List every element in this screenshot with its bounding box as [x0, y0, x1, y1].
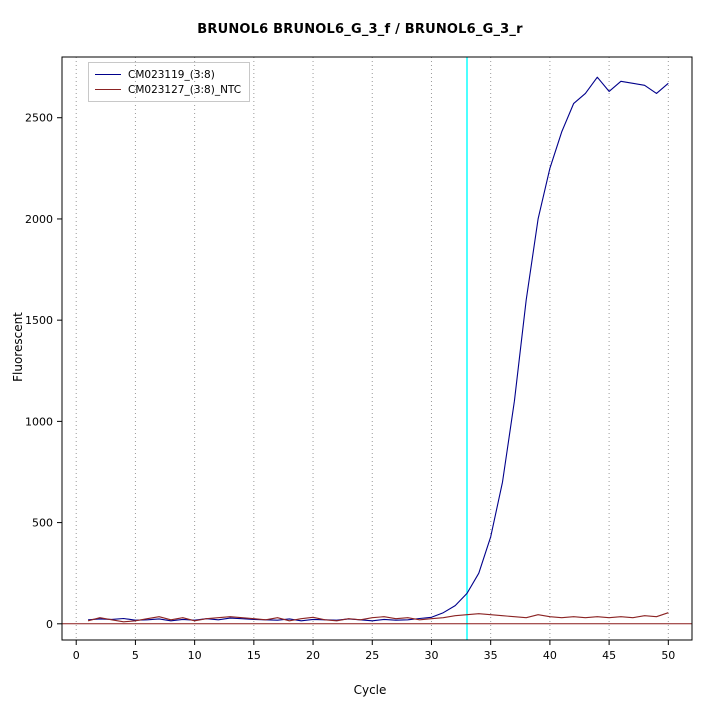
svg-text:2500: 2500: [25, 112, 53, 125]
svg-text:10: 10: [188, 649, 202, 662]
svg-text:15: 15: [247, 649, 261, 662]
svg-text:30: 30: [424, 649, 438, 662]
legend-line-swatch-ntc: [95, 89, 121, 90]
svg-text:50: 50: [661, 649, 675, 662]
svg-text:0: 0: [46, 618, 53, 631]
svg-text:2000: 2000: [25, 213, 53, 226]
x-axis-label: Cycle: [353, 683, 387, 697]
svg-text:5: 5: [132, 649, 139, 662]
svg-text:25: 25: [365, 649, 379, 662]
legend: CM023119_(3:8) CM023127_(3:8)_NTC: [88, 62, 251, 102]
legend-item-ntc: CM023127_(3:8)_NTC: [95, 82, 241, 97]
legend-line-swatch-sample: [95, 74, 121, 75]
svg-text:0: 0: [73, 649, 80, 662]
legend-label-sample: CM023119_(3:8): [128, 68, 215, 81]
svg-text:20: 20: [306, 649, 320, 662]
svg-text:500: 500: [32, 517, 53, 530]
svg-text:35: 35: [484, 649, 498, 662]
svg-text:45: 45: [602, 649, 616, 662]
legend-label-ntc: CM023127_(3:8)_NTC: [128, 83, 242, 96]
legend-item-sample: CM023119_(3:8): [95, 67, 241, 82]
chart-title: BRUNOL6 BRUNOL6_G_3_f / BRUNOL6_G_3_r: [197, 22, 523, 37]
svg-text:1000: 1000: [25, 415, 53, 428]
svg-text:1500: 1500: [25, 314, 53, 327]
svg-text:40: 40: [543, 649, 557, 662]
